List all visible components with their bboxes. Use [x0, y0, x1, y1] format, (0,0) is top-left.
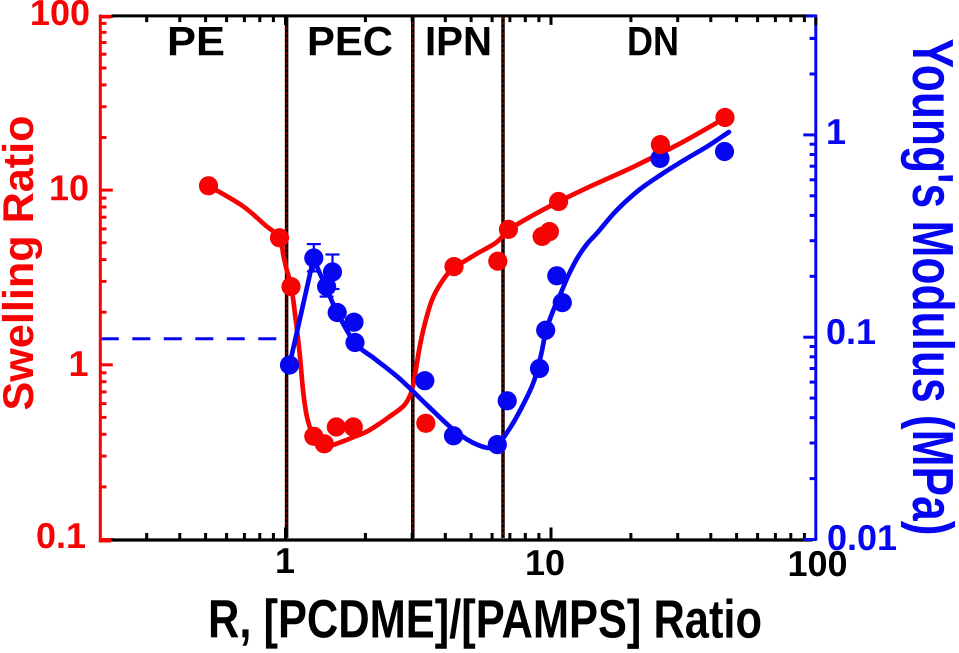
svg-text:10: 10 [525, 542, 565, 583]
svg-text:0.01: 0.01 [827, 517, 897, 558]
svg-text:PE: PE [167, 18, 225, 64]
svg-text:IPN: IPN [425, 18, 492, 64]
svg-text:Swelling Ratio: Swelling Ratio [0, 116, 43, 411]
svg-text:100: 100 [30, 0, 90, 33]
svg-text:1: 1 [68, 343, 88, 384]
svg-text:DN: DN [627, 18, 679, 64]
svg-text:1: 1 [826, 111, 846, 152]
svg-text:1: 1 [275, 540, 295, 581]
svg-text:PEC: PEC [307, 18, 393, 64]
svg-text:10: 10 [49, 167, 89, 208]
svg-text:0.1: 0.1 [826, 311, 876, 352]
svg-text:Young's Modulus (MPa): Young's Modulus (MPa) [900, 39, 959, 536]
svg-text:0.1: 0.1 [36, 515, 86, 556]
svg-text:100: 100 [787, 543, 847, 584]
svg-text:R, [PCDME]/[PAMPS] Ratio: R, [PCDME]/[PAMPS] Ratio [208, 589, 762, 649]
